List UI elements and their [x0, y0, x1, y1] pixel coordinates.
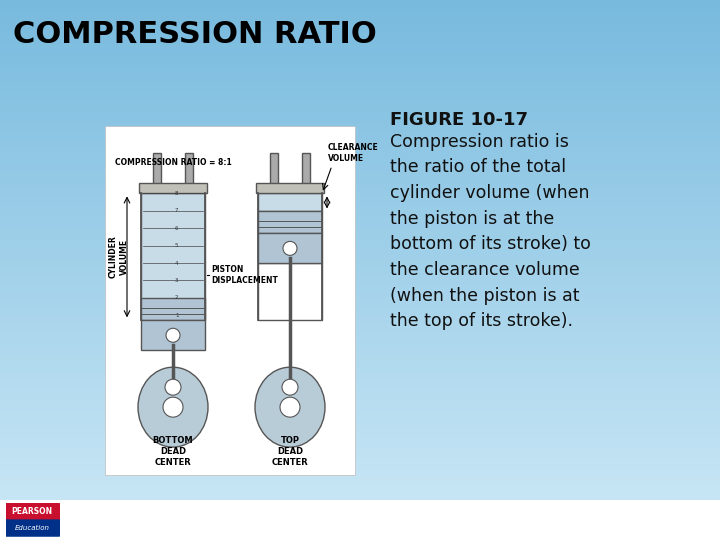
- Circle shape: [166, 328, 180, 342]
- Text: 7: 7: [175, 208, 179, 213]
- Bar: [258, 193, 322, 212]
- Bar: [270, 153, 278, 185]
- Circle shape: [163, 397, 183, 417]
- Text: TOP
DEAD
CENTER: TOP DEAD CENTER: [271, 436, 308, 467]
- Circle shape: [282, 379, 298, 395]
- Text: FIGURE 10-17: FIGURE 10-17: [390, 111, 528, 129]
- Bar: [258, 264, 322, 320]
- Text: 5: 5: [175, 243, 179, 248]
- Text: 2: 2: [175, 295, 179, 300]
- Circle shape: [165, 379, 181, 395]
- FancyBboxPatch shape: [4, 519, 60, 537]
- Text: 8: 8: [175, 191, 179, 196]
- Text: CYLINDER
VOLUME: CYLINDER VOLUME: [109, 235, 129, 278]
- Bar: [256, 184, 324, 193]
- Bar: [153, 153, 161, 185]
- Text: 1: 1: [175, 313, 179, 318]
- Text: By James D Halderman: By James D Halderman: [83, 524, 202, 534]
- Bar: [185, 153, 193, 185]
- Text: 6: 6: [175, 226, 179, 231]
- FancyBboxPatch shape: [4, 503, 60, 521]
- Ellipse shape: [138, 367, 208, 447]
- Text: PISTON
DISPLACEMENT: PISTON DISPLACEMENT: [211, 265, 278, 285]
- Circle shape: [280, 397, 300, 417]
- Bar: [258, 212, 322, 233]
- Text: BOTTOM
DEAD
CENTER: BOTTOM DEAD CENTER: [153, 436, 193, 467]
- Text: 3: 3: [175, 278, 179, 283]
- Bar: [105, 125, 355, 475]
- Text: 4: 4: [175, 261, 179, 266]
- Text: COMPRESSION RATIO = 8:1: COMPRESSION RATIO = 8:1: [115, 158, 232, 167]
- Text: COMPRESSION RATIO: COMPRESSION RATIO: [13, 19, 377, 49]
- Ellipse shape: [255, 367, 325, 447]
- Text: Education: Education: [14, 525, 50, 531]
- Bar: [139, 184, 207, 193]
- Text: © 2009 Pearson Education, Inc.: © 2009 Pearson Education, Inc.: [548, 506, 713, 516]
- Bar: [141, 298, 205, 320]
- Bar: [302, 153, 310, 185]
- Text: Automotive Engines: Theory and Servicing, 6/e: Automotive Engines: Theory and Servicing…: [83, 506, 328, 516]
- Bar: [141, 193, 205, 320]
- Text: Compression ratio is
the ratio of the total
cylinder volume (when
the piston is : Compression ratio is the ratio of the to…: [390, 132, 591, 330]
- Text: Pearson Prentice Hall - Upper Saddle River, NJ 07458: Pearson Prentice Hall - Upper Saddle Riv…: [438, 524, 713, 534]
- Text: CLEARANCE
VOLUME: CLEARANCE VOLUME: [328, 144, 379, 164]
- Circle shape: [283, 241, 297, 255]
- Bar: [258, 233, 322, 264]
- Text: PEARSON: PEARSON: [12, 507, 53, 516]
- Bar: [141, 320, 205, 350]
